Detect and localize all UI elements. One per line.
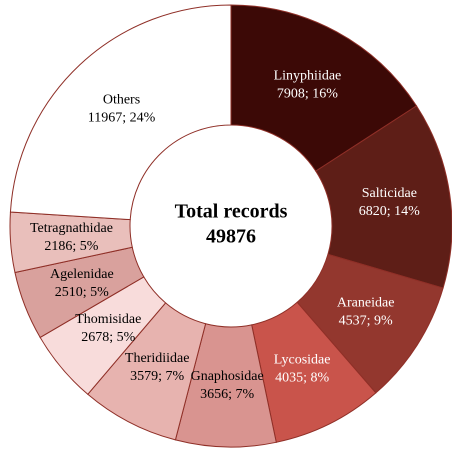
slice-name: Tetragnathidae bbox=[30, 221, 113, 236]
slice bbox=[230, 4, 418, 172]
slice-name: Others bbox=[103, 93, 140, 108]
slice-value: 3656; 7% bbox=[200, 387, 254, 402]
labels: Linyphiidae 7908; 16% Salticidae 6820; 14% A… bbox=[30, 69, 420, 403]
slice-name: Theridiidae bbox=[125, 351, 190, 366]
slice-name: Thomisidae bbox=[75, 312, 141, 327]
slice-value: 4537; 9% bbox=[339, 314, 393, 329]
slice-value: 6820; 14% bbox=[359, 204, 420, 219]
slice-value: 2510; 5% bbox=[55, 285, 109, 300]
slice-name: Agelenidae bbox=[50, 267, 114, 282]
slices bbox=[9, 4, 452, 448]
slice-value: 11967; 24% bbox=[88, 111, 156, 126]
slice-value: 2678; 5% bbox=[81, 330, 135, 345]
slice-name: Lycosidae bbox=[274, 353, 331, 368]
slice bbox=[9, 4, 232, 221]
slice bbox=[315, 105, 452, 289]
slice-name: Araneidae bbox=[337, 296, 395, 311]
center-total: 49876 bbox=[206, 226, 256, 248]
slice-name: Linyphiidae bbox=[274, 69, 342, 84]
slice-name: Salticidae bbox=[362, 186, 417, 201]
slice-value: 4035; 8% bbox=[275, 371, 329, 386]
slice-value: 2186; 5% bbox=[44, 239, 98, 254]
slice-value: 7908; 16% bbox=[277, 87, 338, 102]
center-label: Total records bbox=[175, 201, 288, 223]
slice-value: 3579; 7% bbox=[130, 369, 184, 384]
slice-name: Gnaphosidae bbox=[191, 369, 264, 384]
